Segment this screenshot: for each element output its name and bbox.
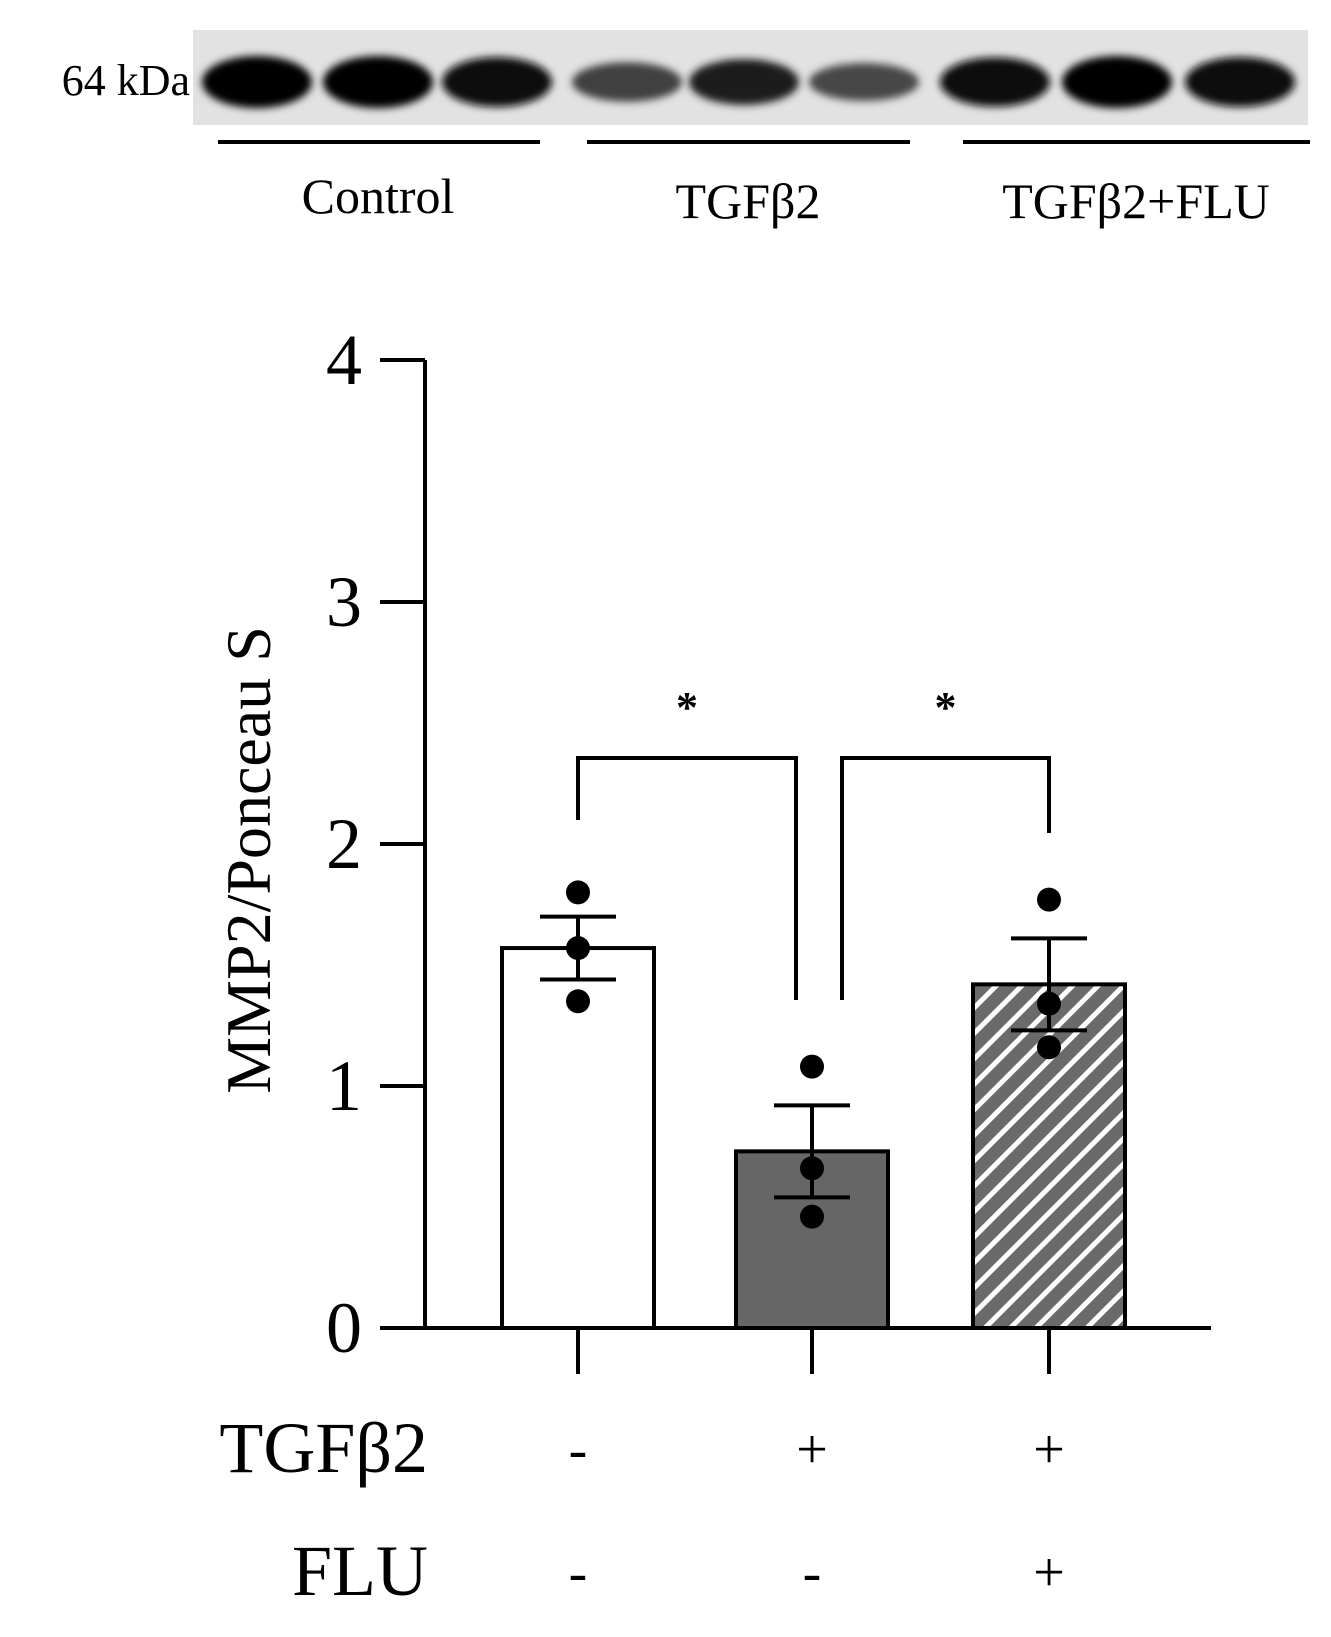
data-point: [1037, 991, 1061, 1016]
blot-band: [940, 57, 1050, 107]
y-axis-ticks: 0 1 2 3 4: [326, 320, 425, 1368]
data-point: [566, 989, 590, 1014]
western-blot: 64 kDa Control TGFβ2 TGFβ2+FLU: [62, 30, 1310, 229]
blot-group-label: TGFβ2: [676, 173, 821, 229]
data-points: [566, 880, 1061, 1229]
blot-band: [809, 63, 919, 101]
x-axis-ticks: [576, 1328, 1051, 1374]
data-point: [800, 1156, 824, 1181]
y-tick-label: 4: [326, 320, 362, 400]
significance-label: *: [935, 683, 957, 732]
significance-bracket: [576, 756, 798, 1000]
significance-bracket: [840, 756, 1051, 1000]
y-tick-label: 0: [326, 1288, 362, 1368]
condition-label: FLU: [292, 1531, 428, 1611]
condition-value: -: [569, 1419, 588, 1481]
y-axis-label: MMP2/Ponceau S: [213, 626, 284, 1094]
blot-band: [1062, 56, 1172, 108]
blot-group-label: TGFβ2+FLU: [1002, 173, 1270, 229]
blot-band: [442, 57, 552, 107]
blot-band: [202, 56, 312, 108]
significance-brackets: * *: [576, 683, 1051, 1000]
bars: [500, 946, 1127, 1330]
data-point: [1037, 887, 1061, 912]
data-point: [1037, 1035, 1061, 1060]
data-point: [566, 936, 590, 961]
condition-value: +: [1033, 1419, 1065, 1481]
data-point: [800, 1204, 824, 1229]
condition-value: +: [796, 1419, 828, 1481]
data-point: [800, 1054, 824, 1079]
blot-band: [323, 56, 433, 108]
blot-group-labels: Control TGFβ2 TGFβ2+FLU: [218, 140, 1310, 229]
condition-table: TGFβ2 - + + FLU - - +: [219, 1408, 1064, 1611]
condition-value: +: [1033, 1542, 1065, 1604]
blot-group-label: Control: [302, 168, 455, 224]
blot-marker-label: 64 kDa: [62, 56, 190, 105]
condition-label: TGFβ2: [219, 1408, 428, 1488]
y-tick-label: 2: [326, 804, 362, 884]
y-tick-label: 3: [326, 562, 362, 642]
y-tick-label: 1: [326, 1046, 362, 1126]
blot-band: [1185, 57, 1295, 107]
blot-bands: [202, 56, 1295, 108]
blot-band: [689, 59, 799, 105]
significance-label: *: [676, 683, 698, 732]
condition-value: -: [803, 1542, 822, 1604]
blot-band: [572, 62, 682, 102]
condition-value: -: [569, 1542, 588, 1604]
data-point: [566, 880, 590, 905]
